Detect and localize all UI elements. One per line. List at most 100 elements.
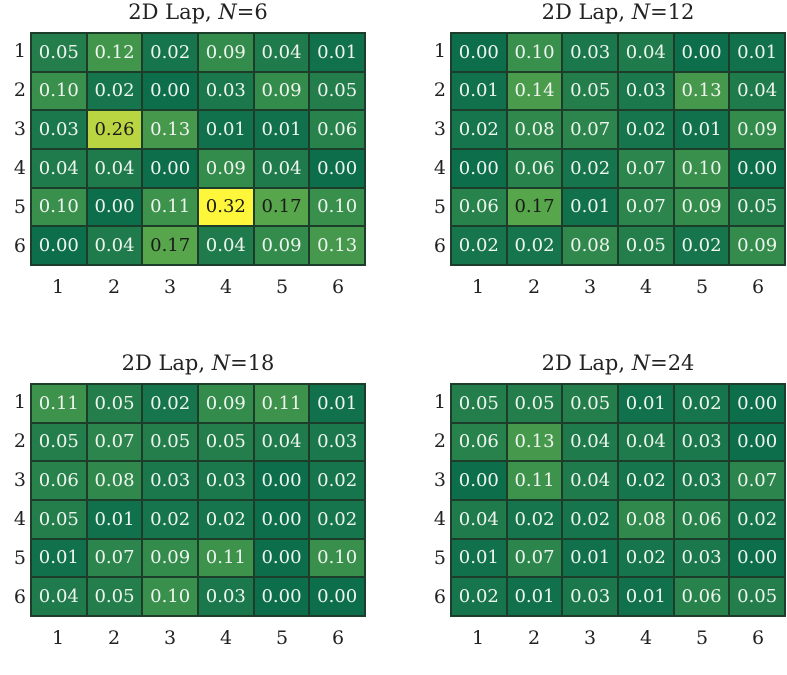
heatmap-cell-r1-c1: 0.05 [451,384,507,423]
heatmap-cell-r5-c1: 0.06 [451,187,507,227]
heatmap-cell-r4-c5: 0.00 [253,500,310,539]
heatmap-cell-r6-c4: 0.03 [198,577,254,616]
y-tick-label: 1 [13,390,26,413]
panel-title-variable: N [218,0,237,24]
heatmap-cell-r3-c5: 0.03 [673,461,730,500]
x-tick-label: 3 [583,276,597,298]
heatmap-cell-r5-c5: 0.17 [253,187,310,227]
heatmap-cell-r3-c5: 0.01 [673,110,730,149]
heatmap-cell-r5-c5: 0.00 [253,538,310,578]
heatmap-cell-r1-c6: 0.00 [729,384,785,423]
y-tick-label: 6 [13,585,26,608]
heatmap-cell-r5-c2: 0.07 [86,538,143,578]
panel-title-value: =18 [230,351,275,375]
x-tick-label: 5 [695,627,709,649]
x-tick-label: 6 [751,627,765,649]
heatmap-cell-r3-c4: 0.02 [618,461,674,500]
heatmap-cell-r2-c6: 0.03 [309,422,365,462]
x-tick-label: 6 [331,627,345,649]
heatmap-cell-r5-c2: 0.17 [506,187,563,227]
heatmap-cell-r3-c4: 0.03 [198,461,254,500]
panel-title-prefix: 2D Lap, [541,351,632,375]
heatmap-cell-r4-c6: 0.00 [309,149,365,188]
heatmap-cell-r2-c6: 0.04 [729,71,785,111]
heatmap-panel-4: 2D Lap, N=24 0.05 0.05 0.05 0.01 0.02 0.00 0.06… [420,351,786,657]
heatmap-cell-r4-c2: 0.01 [86,500,143,539]
heatmap-cell-r3-c1: 0.03 [31,110,87,149]
heatmap-cell-r3-c6: 0.07 [729,461,785,500]
heatmap-cell-r3-c5: 0.01 [253,110,310,149]
y-tick-label: 3 [13,117,26,140]
heatmap-cell-r2-c1: 0.05 [31,422,87,462]
heatmap-cell-r1-c3: 0.03 [562,33,618,72]
heatmap-cell-r5-c3: 0.01 [562,187,618,227]
panel-title-value: =12 [650,0,695,24]
heatmap-cell-r1-c6: 0.01 [309,384,365,423]
heatmap-cell-r6-c1: 0.02 [451,226,507,265]
y-tick-label: 5 [13,195,26,218]
y-tick-label: 2 [433,78,446,101]
x-tick-label: 5 [695,276,709,298]
heatmap-cell-r6-c5: 0.00 [253,577,310,616]
heatmap-cell-r3-c6: 0.09 [729,110,785,149]
heatmap-cell-r1-c3: 0.05 [562,384,618,423]
heatmap-cell-r1-c3: 0.02 [142,384,198,423]
y-tick-label: 1 [433,390,446,413]
heatmap-cell-r6-c4: 0.01 [618,577,674,616]
heatmap-cell-r5-c3: 0.09 [142,538,198,578]
y-tick-label: 6 [13,234,26,257]
heatmap-cell-r1-c6: 0.01 [729,33,785,72]
heatmap-grid: 0.00 0.10 0.03 0.04 0.00 0.01 0.01 0.14 0.05 0.03… [450,32,786,266]
heatmap-cell-r1-c4: 0.01 [618,384,674,423]
x-tick-label: 3 [163,627,177,649]
heatmap-cell-r6-c6: 0.00 [309,577,365,616]
heatmap-cell-r3-c4: 0.01 [198,110,254,149]
heatmap-cell-r5-c1: 0.01 [31,538,87,578]
x-tick-label: 2 [107,276,121,298]
panel-title-value: =24 [650,351,695,375]
heatmap-cell-r1-c4: 0.04 [618,33,674,72]
heatmap-cell-r6-c2: 0.02 [506,226,563,265]
heatmap-cell-r4-c5: 0.10 [673,149,730,188]
heatmap-cell-r2-c2: 0.07 [86,422,143,462]
heatmap-cell-r5-c3: 0.11 [142,187,198,227]
heatmap-cell-r3-c3: 0.07 [562,110,618,149]
heatmap-cell-r2-c4: 0.03 [618,71,674,111]
y-tick-label: 4 [433,507,446,530]
heatmap-cell-r1-c5: 0.00 [673,33,730,72]
heatmap-cell-r5-c5: 0.09 [673,187,730,227]
heatmap-cell-r4-c6: 0.02 [729,500,785,539]
heatmap-cell-r1-c4: 0.09 [198,33,254,72]
heatmap-cell-r1-c5: 0.11 [253,384,310,423]
x-tick-label: 3 [163,276,177,298]
heatmap-cell-r6-c2: 0.04 [86,226,143,265]
heatmap-cell-r3-c2: 0.26 [86,110,143,149]
y-tick-label: 5 [433,195,446,218]
heatmap-cell-r6-c4: 0.05 [618,226,674,265]
heatmap-cell-r4-c2: 0.02 [506,500,563,539]
x-tick-label: 4 [639,276,653,298]
y-tick-label: 6 [433,234,446,257]
heatmap-cell-r6-c5: 0.06 [673,577,730,616]
heatmap-cell-r6-c3: 0.17 [142,226,198,265]
panel-title-prefix: 2D Lap, [128,0,219,24]
heatmap-cell-r5-c4: 0.02 [618,538,674,578]
y-tick-label: 5 [13,546,26,569]
heatmap-grid: 0.05 0.05 0.05 0.01 0.02 0.00 0.06 0.13 0.04 0.04… [450,383,786,617]
x-tick-label: 6 [751,276,765,298]
heatmap-cell-r2-c3: 0.05 [562,71,618,111]
heatmap-cell-r2-c2: 0.02 [86,71,143,111]
heatmap-cell-r6-c2: 0.05 [86,577,143,616]
heatmap-cell-r6-c3: 0.08 [562,226,618,265]
x-tick-label: 5 [275,627,289,649]
heatmap-grid: 0.11 0.05 0.02 0.09 0.11 0.01 0.05 0.07 0.05 0.05… [30,383,366,617]
y-tick-label: 4 [13,507,26,530]
x-tick-label: 4 [219,627,233,649]
panel-title: 2D Lap, N=18 [0,351,366,375]
x-tick-label: 6 [331,276,345,298]
heatmap-cell-r5-c6: 0.10 [309,187,365,227]
heatmap-cell-r3-c5: 0.00 [253,461,310,500]
panel-title: 2D Lap, N=6 [0,0,366,24]
y-tick-label: 1 [13,39,26,62]
heatmap-cell-r3-c2: 0.11 [506,461,563,500]
